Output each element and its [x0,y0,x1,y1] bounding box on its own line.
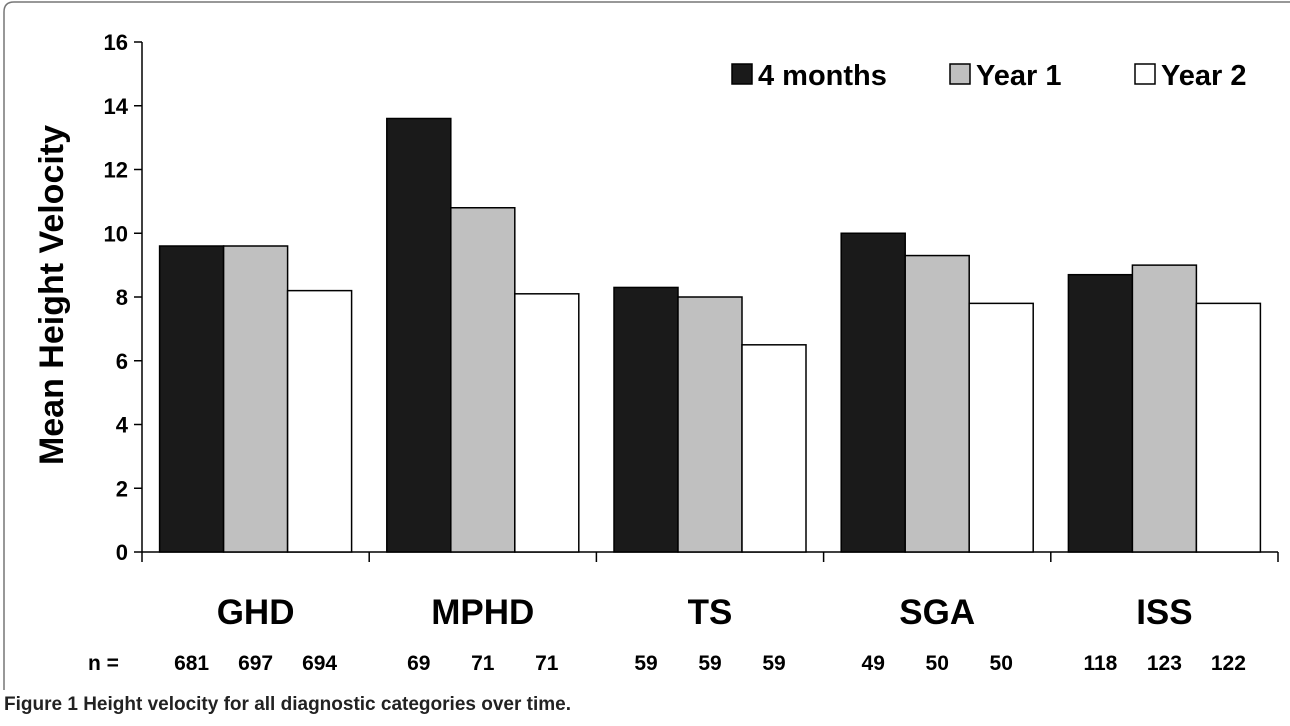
category-labels: GHD MPHD TS SGA ISS [217,593,1193,632]
figure-border [3,1,1290,690]
n-value-label: 118 [1083,652,1117,675]
legend-label: Year 2 [1161,60,1246,92]
bar [286,289,353,553]
legend-swatch [1134,63,1156,85]
n-value-label: 681 [174,652,209,675]
y-tick-label: 10 [104,221,128,246]
x-axis [141,551,1279,562]
y-tick-label: 4 [116,413,129,438]
category-label: SGA [899,593,975,632]
figure-caption: Figure 1 Height velocity for all diagnos… [4,694,571,716]
legend: 4 months Year 1 Year 2 [731,60,1246,92]
legend-swatch [949,63,971,85]
n-value-label: 59 [634,652,657,675]
category-label: ISS [1136,593,1192,632]
bar-chart: 0 2 4 6 8 10 12 14 16 4 months Year 1 Year 2 GHD MP… [3,1,1290,690]
n-value-label: 694 [302,652,337,675]
y-tick-label: 14 [104,94,129,119]
bars [158,117,1262,553]
bar [741,344,807,553]
caption-text: Height velocity for all diagnostic categ… [83,694,571,715]
bar [968,302,1034,553]
bar [450,207,516,553]
y-axis: 0 2 4 6 8 10 12 14 16 [104,30,143,565]
category-label: GHD [217,593,295,632]
legend-label: Year 1 [976,60,1061,92]
legend-swatch [731,63,753,85]
n-value-label: 59 [698,652,721,675]
bar [158,245,225,553]
n-prefix-label: n = [88,652,119,675]
y-tick-label: 0 [116,540,128,565]
bar [514,293,580,553]
y-tick-label: 2 [116,476,128,501]
category-label: TS [688,593,733,632]
n-value-label: 123 [1147,652,1182,675]
n-value-label: 69 [407,652,430,675]
n-value-label: 71 [535,652,559,675]
legend-label: 4 months [758,60,887,92]
category-label: MPHD [431,593,534,632]
bar [386,117,452,553]
bar [677,296,743,553]
bar [1067,273,1134,553]
n-value-label: 71 [471,652,495,675]
y-tick-label: 8 [116,285,128,310]
n-value-label: 697 [238,652,273,675]
bar [904,254,970,553]
bar [1195,302,1262,553]
bar [840,232,906,553]
caption-label: Figure 1 [4,694,78,715]
bar [613,286,679,553]
n-value-label: 50 [926,652,949,675]
n-value-label: 50 [990,652,1013,675]
y-axis-label: Mean Height Velocity [33,125,71,465]
n-value-label: 49 [862,652,885,675]
n-value-label: 59 [762,652,785,675]
n-value-label: 122 [1211,652,1246,675]
y-tick-label: 16 [104,30,128,55]
bar [222,245,289,553]
bar [1131,264,1198,553]
sample-size-labels: n = 681 697 694 69 71 71 59 59 59 49 50 50 118 123 122 [88,652,1246,675]
y-tick-label: 6 [116,349,128,374]
y-tick-label: 12 [104,158,128,183]
